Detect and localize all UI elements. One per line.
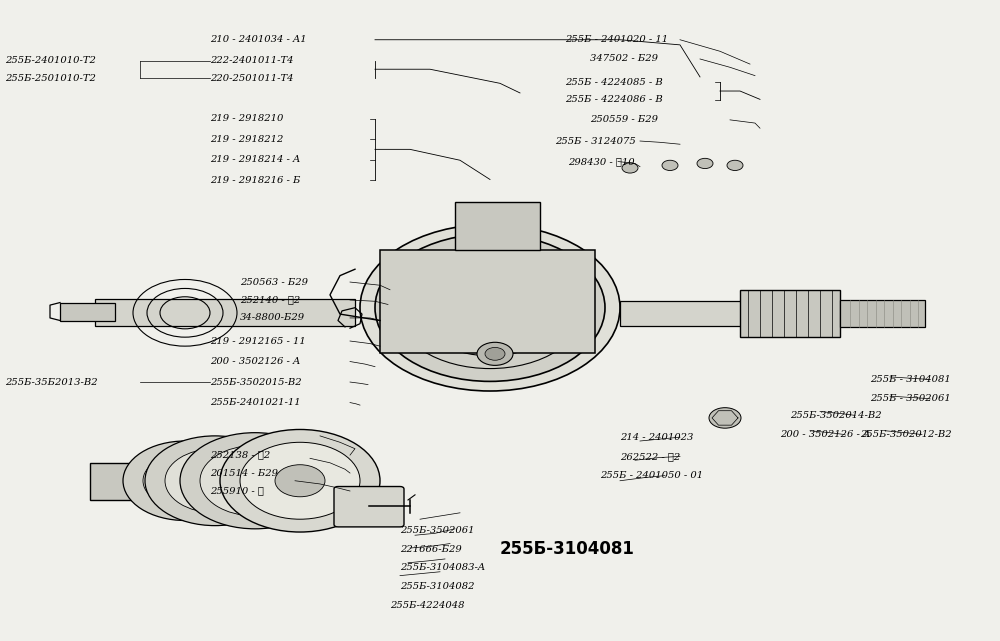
Circle shape [375, 234, 605, 381]
Text: 219 - 2918214 - A: 219 - 2918214 - A [210, 155, 300, 164]
Text: 255Б-2401021-11: 255Б-2401021-11 [210, 398, 301, 407]
Circle shape [662, 160, 678, 171]
Text: 255Б-35Б2013-В2: 255Б-35Б2013-В2 [5, 378, 98, 387]
Text: 220-2501011-Т4: 220-2501011-Т4 [210, 74, 294, 83]
FancyBboxPatch shape [95, 299, 355, 326]
Text: 347502 - Б29: 347502 - Б29 [590, 54, 658, 63]
Text: 255Б - 3104081: 255Б - 3104081 [870, 375, 951, 384]
Circle shape [709, 408, 741, 428]
Text: 250559 - Б29: 250559 - Б29 [590, 115, 658, 124]
Circle shape [180, 433, 330, 529]
Circle shape [240, 442, 360, 519]
Text: 262522 - 䄓2: 262522 - 䄓2 [620, 452, 680, 461]
FancyBboxPatch shape [455, 202, 540, 250]
Circle shape [485, 347, 505, 360]
Text: 221666-Б29: 221666-Б29 [400, 545, 462, 554]
Text: 255Б-4224048: 255Б-4224048 [390, 601, 464, 610]
Circle shape [477, 342, 513, 365]
FancyBboxPatch shape [740, 290, 840, 337]
Text: 219 - 2912165 - 11: 219 - 2912165 - 11 [210, 337, 306, 345]
FancyBboxPatch shape [840, 300, 925, 327]
Circle shape [123, 441, 247, 520]
Text: 255Б-2401010-Т2: 255Б-2401010-Т2 [5, 56, 96, 65]
Circle shape [360, 224, 620, 391]
Text: 222-2401011-Т4: 222-2401011-Т4 [210, 56, 294, 65]
Text: 255Б-3104083-A: 255Б-3104083-A [400, 563, 485, 572]
Text: 255Б-3502012-В2: 255Б-3502012-В2 [860, 430, 952, 439]
FancyBboxPatch shape [60, 303, 115, 320]
Text: 255Б-2501010-Т2: 255Б-2501010-Т2 [5, 74, 96, 83]
Circle shape [275, 465, 325, 497]
Circle shape [143, 454, 227, 508]
Text: 219 - 2918210: 219 - 2918210 [210, 114, 283, 123]
Text: 252140 - 䄓2: 252140 - 䄓2 [240, 296, 300, 304]
Text: 34-8800-Б29: 34-8800-Б29 [240, 313, 305, 322]
Text: 250563 - Б29: 250563 - Б29 [240, 278, 308, 287]
Circle shape [220, 429, 380, 532]
Text: 255Б-3502014-В2: 255Б-3502014-В2 [790, 411, 882, 420]
Circle shape [145, 436, 285, 526]
FancyBboxPatch shape [90, 463, 155, 500]
FancyBboxPatch shape [620, 301, 880, 326]
Text: 214 - 2401023: 214 - 2401023 [620, 433, 693, 442]
Text: 255Б - 3124075: 255Б - 3124075 [555, 137, 636, 146]
Circle shape [200, 445, 310, 516]
Text: 255Б - 4224086 - B: 255Б - 4224086 - B [565, 96, 663, 104]
Text: 255Б - 2401020 - 11: 255Б - 2401020 - 11 [565, 35, 668, 44]
Text: 210 - 2401034 - A1: 210 - 2401034 - A1 [210, 35, 307, 44]
Text: 252138 - 䄓2: 252138 - 䄓2 [210, 451, 270, 460]
Text: 255Б-3104082: 255Б-3104082 [400, 582, 475, 591]
Circle shape [165, 449, 265, 513]
Text: 201514 - Б29: 201514 - Б29 [210, 469, 278, 478]
Text: 219 - 2918216 - Б: 219 - 2918216 - Б [210, 176, 300, 185]
Text: 255Б - 2401050 - 01: 255Б - 2401050 - 01 [600, 471, 703, 480]
Text: 255Б - 4224085 - B: 255Б - 4224085 - B [565, 78, 663, 87]
Circle shape [697, 158, 713, 169]
Text: 255Б-3502061: 255Б-3502061 [400, 526, 475, 535]
FancyBboxPatch shape [334, 487, 404, 527]
Text: 255910 - 䄓: 255910 - 䄓 [210, 487, 264, 495]
Text: 219 - 2918212: 219 - 2918212 [210, 135, 283, 144]
Text: 200 - 3502126 - A: 200 - 3502126 - A [780, 430, 870, 439]
Text: 255Б-3502015-В2: 255Б-3502015-В2 [210, 378, 302, 387]
Circle shape [415, 260, 565, 356]
Circle shape [622, 163, 638, 173]
Text: 255Б - 3502061: 255Б - 3502061 [870, 394, 951, 403]
FancyBboxPatch shape [380, 250, 595, 353]
Text: 255Б-3104081: 255Б-3104081 [500, 540, 635, 558]
Text: 200 - 3502126 - A: 200 - 3502126 - A [210, 357, 300, 366]
Circle shape [727, 160, 743, 171]
Text: 298430 - 䄑10: 298430 - 䄑10 [568, 157, 635, 166]
